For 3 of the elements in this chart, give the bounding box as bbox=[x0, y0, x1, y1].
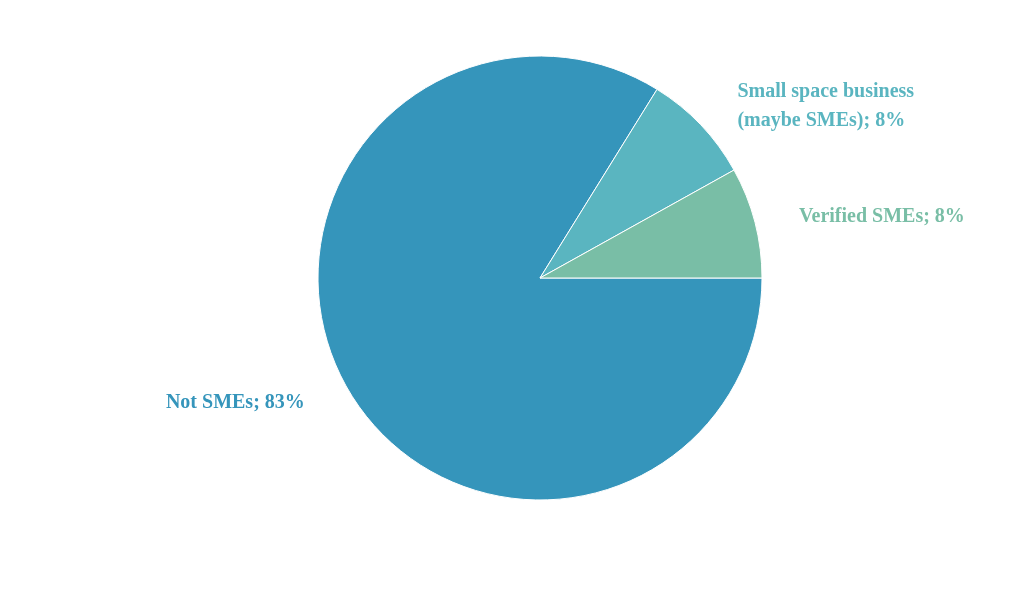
slice-label: Small space business (maybe SMEs); 8% bbox=[737, 78, 920, 131]
slice-label: Verified SMEs; 8% bbox=[798, 203, 965, 226]
slice-label: Not SMEs; 83% bbox=[165, 389, 305, 412]
